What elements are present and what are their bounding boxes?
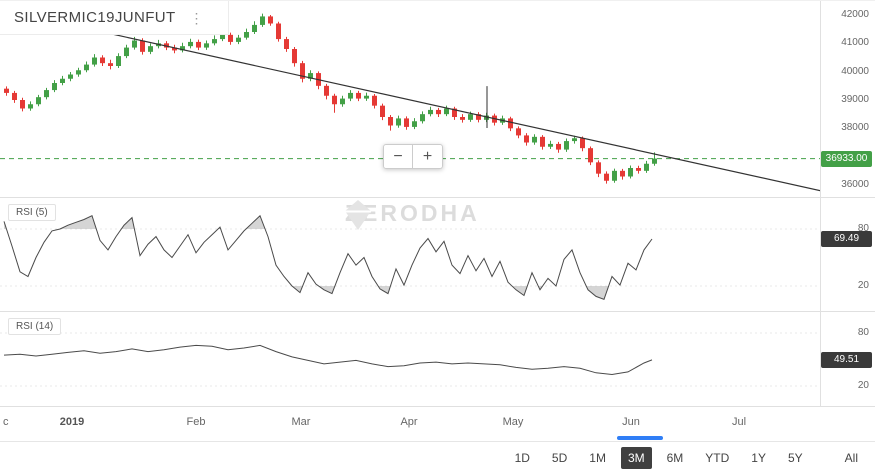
zoom-out-button[interactable]: − bbox=[383, 144, 413, 169]
time-axis-label: Feb bbox=[186, 416, 206, 428]
price-axis-tick: 42000 bbox=[841, 9, 869, 20]
instrument-menu-icon[interactable]: ⋮ bbox=[189, 9, 204, 26]
time-axis-label: Mar bbox=[291, 416, 311, 428]
trendline-annotation[interactable] bbox=[107, 32, 833, 193]
time-axis-label: Jun bbox=[622, 416, 640, 428]
rsi14-value-badge: 49.51 bbox=[821, 351, 872, 368]
time-axis-label: May bbox=[502, 416, 524, 428]
time-axis-label: c bbox=[3, 416, 9, 428]
timeframe-toolbar: 1D 5D 1M 3M 6M YTD 1Y 5Y All bbox=[0, 441, 875, 473]
rsi14-layer bbox=[3, 344, 653, 376]
price-axis-tick: 20 bbox=[857, 280, 869, 291]
instrument-title: SILVERMIC19JUNFUT bbox=[14, 9, 176, 26]
chart-canvas[interactable] bbox=[0, 1, 875, 407]
timeframe-button-1y[interactable]: 1Y bbox=[744, 447, 773, 469]
timeframe-button-1d[interactable]: 1D bbox=[508, 447, 537, 469]
zoom-in-button[interactable]: + bbox=[413, 144, 443, 169]
price-axis-tick: 41000 bbox=[841, 37, 869, 49]
timeframe-button-5y[interactable]: 5Y bbox=[781, 447, 810, 469]
timeframe-button-ytd[interactable]: YTD bbox=[698, 447, 736, 469]
price-axis-tick: 80 bbox=[857, 223, 869, 234]
rsi5-value-badge: 69.49 bbox=[821, 230, 872, 247]
timeframe-button-3m[interactable]: 3M bbox=[620, 447, 652, 469]
rsi14-indicator-label[interactable]: RSI (14) bbox=[8, 318, 62, 335]
price-axis: 42000 41000 40000 39000 38000 36000 80 20 80 20 bbox=[820, 1, 875, 406]
candlestick-layer bbox=[4, 13, 657, 184]
time-axis-label: Apr bbox=[400, 416, 418, 428]
zoom-controls: − + bbox=[383, 144, 443, 169]
time-axis-label: Jul bbox=[731, 416, 747, 428]
time-axis: c 2019 Feb Mar Apr May Jun Jul bbox=[0, 406, 875, 438]
price-axis-tick: 40000 bbox=[841, 65, 869, 77]
chart-scrollbar-thumb[interactable] bbox=[617, 436, 663, 440]
rsi5-indicator-label[interactable]: RSI (5) bbox=[8, 204, 56, 221]
rsi5-layer bbox=[3, 214, 653, 300]
price-axis-tick: 38000 bbox=[841, 122, 869, 134]
price-axis-tick: 80 bbox=[857, 327, 869, 338]
price-axis-tick: 39000 bbox=[841, 94, 869, 105]
timeframe-button-5d[interactable]: 5D bbox=[545, 447, 574, 469]
last-price-badge: 36933.00 bbox=[821, 150, 872, 167]
timeframe-button-1m[interactable]: 1M bbox=[582, 447, 613, 469]
instrument-title-box: SILVERMIC19JUNFUT ⋮ bbox=[0, 1, 229, 35]
price-axis-tick: 36000 bbox=[841, 179, 869, 190]
timeframe-button-6m[interactable]: 6M bbox=[660, 447, 691, 469]
timeframe-button-all[interactable]: All bbox=[838, 447, 865, 469]
price-axis-tick: 20 bbox=[857, 380, 869, 391]
time-axis-label: 2019 bbox=[59, 416, 85, 428]
